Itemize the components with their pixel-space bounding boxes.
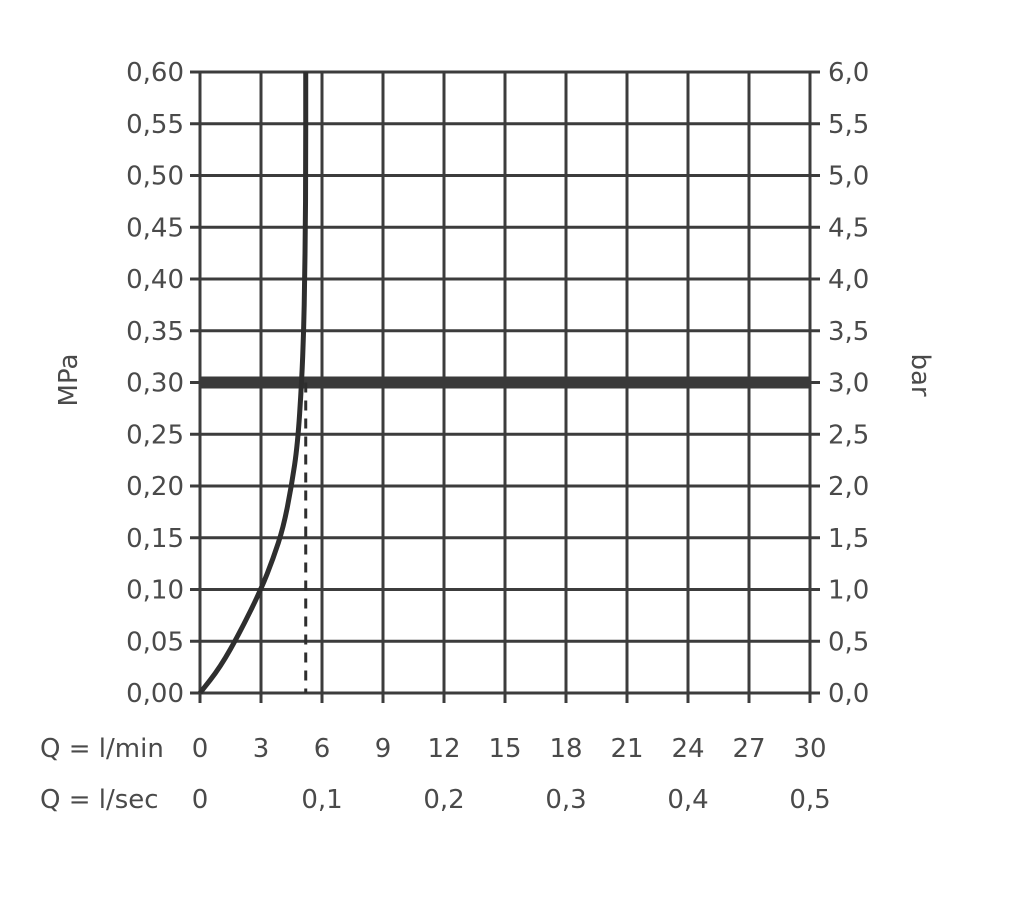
x-tick-label-lsec: 0,2 (423, 785, 464, 815)
axis-ticks (190, 70, 820, 703)
x-tick-label-lmin: 30 (793, 734, 826, 764)
y-axis-left-title: MPa (54, 354, 84, 407)
y-tick-label-mpa: 0,40 (126, 265, 184, 295)
y-tick-label-mpa: 0,60 (126, 58, 184, 88)
x-tick-label-lsec: 0,4 (667, 785, 708, 815)
y-tick-label-mpa: 0,30 (126, 369, 184, 399)
x-tick-label-lmin: 9 (375, 734, 392, 764)
y-tick-label-mpa: 0,15 (126, 524, 184, 554)
y-tick-label-mpa: 0,20 (126, 472, 184, 502)
x-tick-label-lmin: 3 (253, 734, 270, 764)
y-tick-label-mpa: 0,45 (126, 213, 184, 243)
x-axis-lmin-title: Q = l/min (40, 734, 164, 764)
x-tick-label-lmin: 6 (314, 734, 331, 764)
tick-labels: 0 3 6 9 12 15 18 21 24 27 30 0 0,1 0,2 0,3 0,4 0,5 0,00 0,… (126, 58, 869, 815)
y-tick-label-bar: 3,5 (828, 317, 869, 347)
y-tick-label-bar: 0,5 (828, 627, 869, 657)
y-tick-label-bar: 4,5 (828, 213, 869, 243)
y-tick-label-bar: 2,5 (828, 420, 869, 450)
y-tick-label-bar: 1,0 (828, 576, 869, 606)
y-tick-label-bar: 6,0 (828, 58, 869, 88)
y-tick-label-bar: 5,5 (828, 110, 869, 140)
x-tick-label-lmin: 21 (610, 734, 643, 764)
y-tick-label-mpa: 0,35 (126, 317, 184, 347)
x-axis-lsec-title: Q = l/sec (40, 785, 159, 815)
x-tick-label-lsec: 0,3 (545, 785, 586, 815)
x-tick-label-lmin: 12 (427, 734, 460, 764)
y-tick-label-bar: 3,0 (828, 369, 869, 399)
y-tick-label-bar: 0,0 (828, 679, 869, 709)
y-tick-label-bar: 1,5 (828, 524, 869, 554)
x-tick-label-lmin: 18 (549, 734, 582, 764)
y-tick-label-mpa: 0,55 (126, 110, 184, 140)
y-tick-label-mpa: 0,25 (126, 420, 184, 450)
y-tick-label-bar: 5,0 (828, 162, 869, 192)
curve-layer (198, 72, 309, 695)
x-tick-label-lmin: 27 (732, 734, 765, 764)
flow-curve (198, 72, 309, 695)
y-tick-label-mpa: 0,00 (126, 679, 184, 709)
x-tick-label-lmin: 24 (671, 734, 704, 764)
y-tick-label-bar: 4,0 (828, 265, 869, 295)
x-tick-label-lmin: 0 (192, 734, 209, 764)
x-tick-label-lsec: 0 (192, 785, 209, 815)
y-tick-label-mpa: 0,10 (126, 576, 184, 606)
y-tick-label-mpa: 0,50 (126, 162, 184, 192)
x-tick-label-lsec: 0,5 (789, 785, 830, 815)
y-tick-label-bar: 2,0 (828, 472, 869, 502)
y-tick-label-mpa: 0,05 (126, 627, 184, 657)
x-tick-label-lmin: 15 (488, 734, 521, 764)
y-axis-right-title: bar (905, 353, 935, 396)
x-tick-label-lsec: 0,1 (301, 785, 342, 815)
